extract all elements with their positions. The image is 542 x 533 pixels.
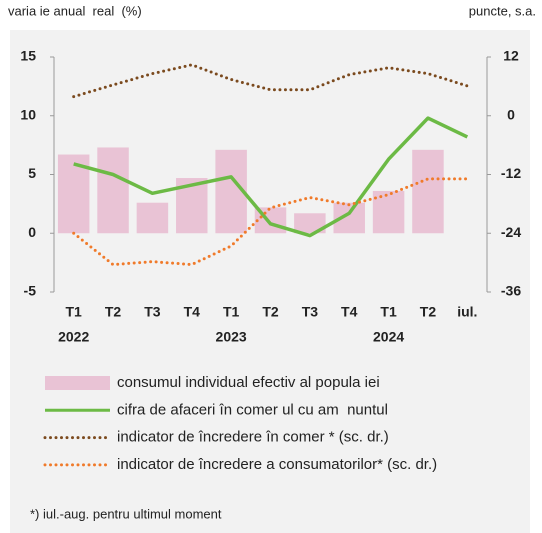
- x-tick-label: T2: [105, 304, 122, 320]
- x-tick-label: T2: [262, 304, 279, 320]
- legend-label: indicator de încredere a consumatorilor*…: [117, 456, 437, 473]
- bar: [97, 147, 129, 234]
- x-tick-label: iul.: [457, 304, 477, 320]
- y2-tick-label: -24: [501, 224, 521, 240]
- x-tick-label: T1: [380, 304, 397, 320]
- year-label: 2022: [58, 329, 89, 345]
- line: [73, 116, 469, 238]
- footnote: *) iul.-aug. pentru ultimul moment: [30, 506, 222, 521]
- x-tick-label: T3: [144, 304, 161, 320]
- dotted-line: [72, 177, 469, 267]
- y-tick-label: -5: [24, 283, 37, 299]
- y-axis-label: varia ie anual real (%): [8, 3, 142, 18]
- x-tick-label: T1: [66, 304, 83, 320]
- y2-tick-label: 12: [503, 48, 519, 64]
- y-tick-label: 10: [20, 106, 36, 122]
- x-tick-label: T4: [341, 304, 358, 320]
- y-tick-label: 5: [28, 165, 36, 181]
- y-tick-label: 15: [20, 48, 36, 64]
- legend-swatch: [45, 376, 110, 390]
- y2-tick-label: -12: [501, 165, 521, 181]
- bar: [412, 149, 444, 234]
- bar: [136, 202, 169, 234]
- dotted-line: [72, 63, 469, 99]
- y2-axis-label: puncte, s.a.: [469, 3, 536, 18]
- x-tick-label: T1: [223, 304, 240, 320]
- legend-label: consumul individual efectiv al popula ie…: [117, 374, 380, 391]
- year-label: 2024: [373, 329, 404, 345]
- y-tick-label: 0: [28, 224, 36, 240]
- y2-tick-label: 0: [507, 106, 515, 122]
- legend-label: cifra de afaceri în comer ul cu am nuntu…: [117, 401, 388, 418]
- year-label: 2023: [216, 329, 247, 345]
- x-tick-label: T2: [420, 304, 437, 320]
- x-tick-label: T3: [302, 304, 319, 320]
- bar: [294, 213, 326, 234]
- bar: [372, 190, 405, 234]
- x-tick-label: T4: [184, 304, 201, 320]
- background: [10, 30, 530, 533]
- legend-label: indicator de încredere în comer * (sc. d…: [117, 429, 389, 446]
- y2-tick-label: -36: [501, 283, 521, 299]
